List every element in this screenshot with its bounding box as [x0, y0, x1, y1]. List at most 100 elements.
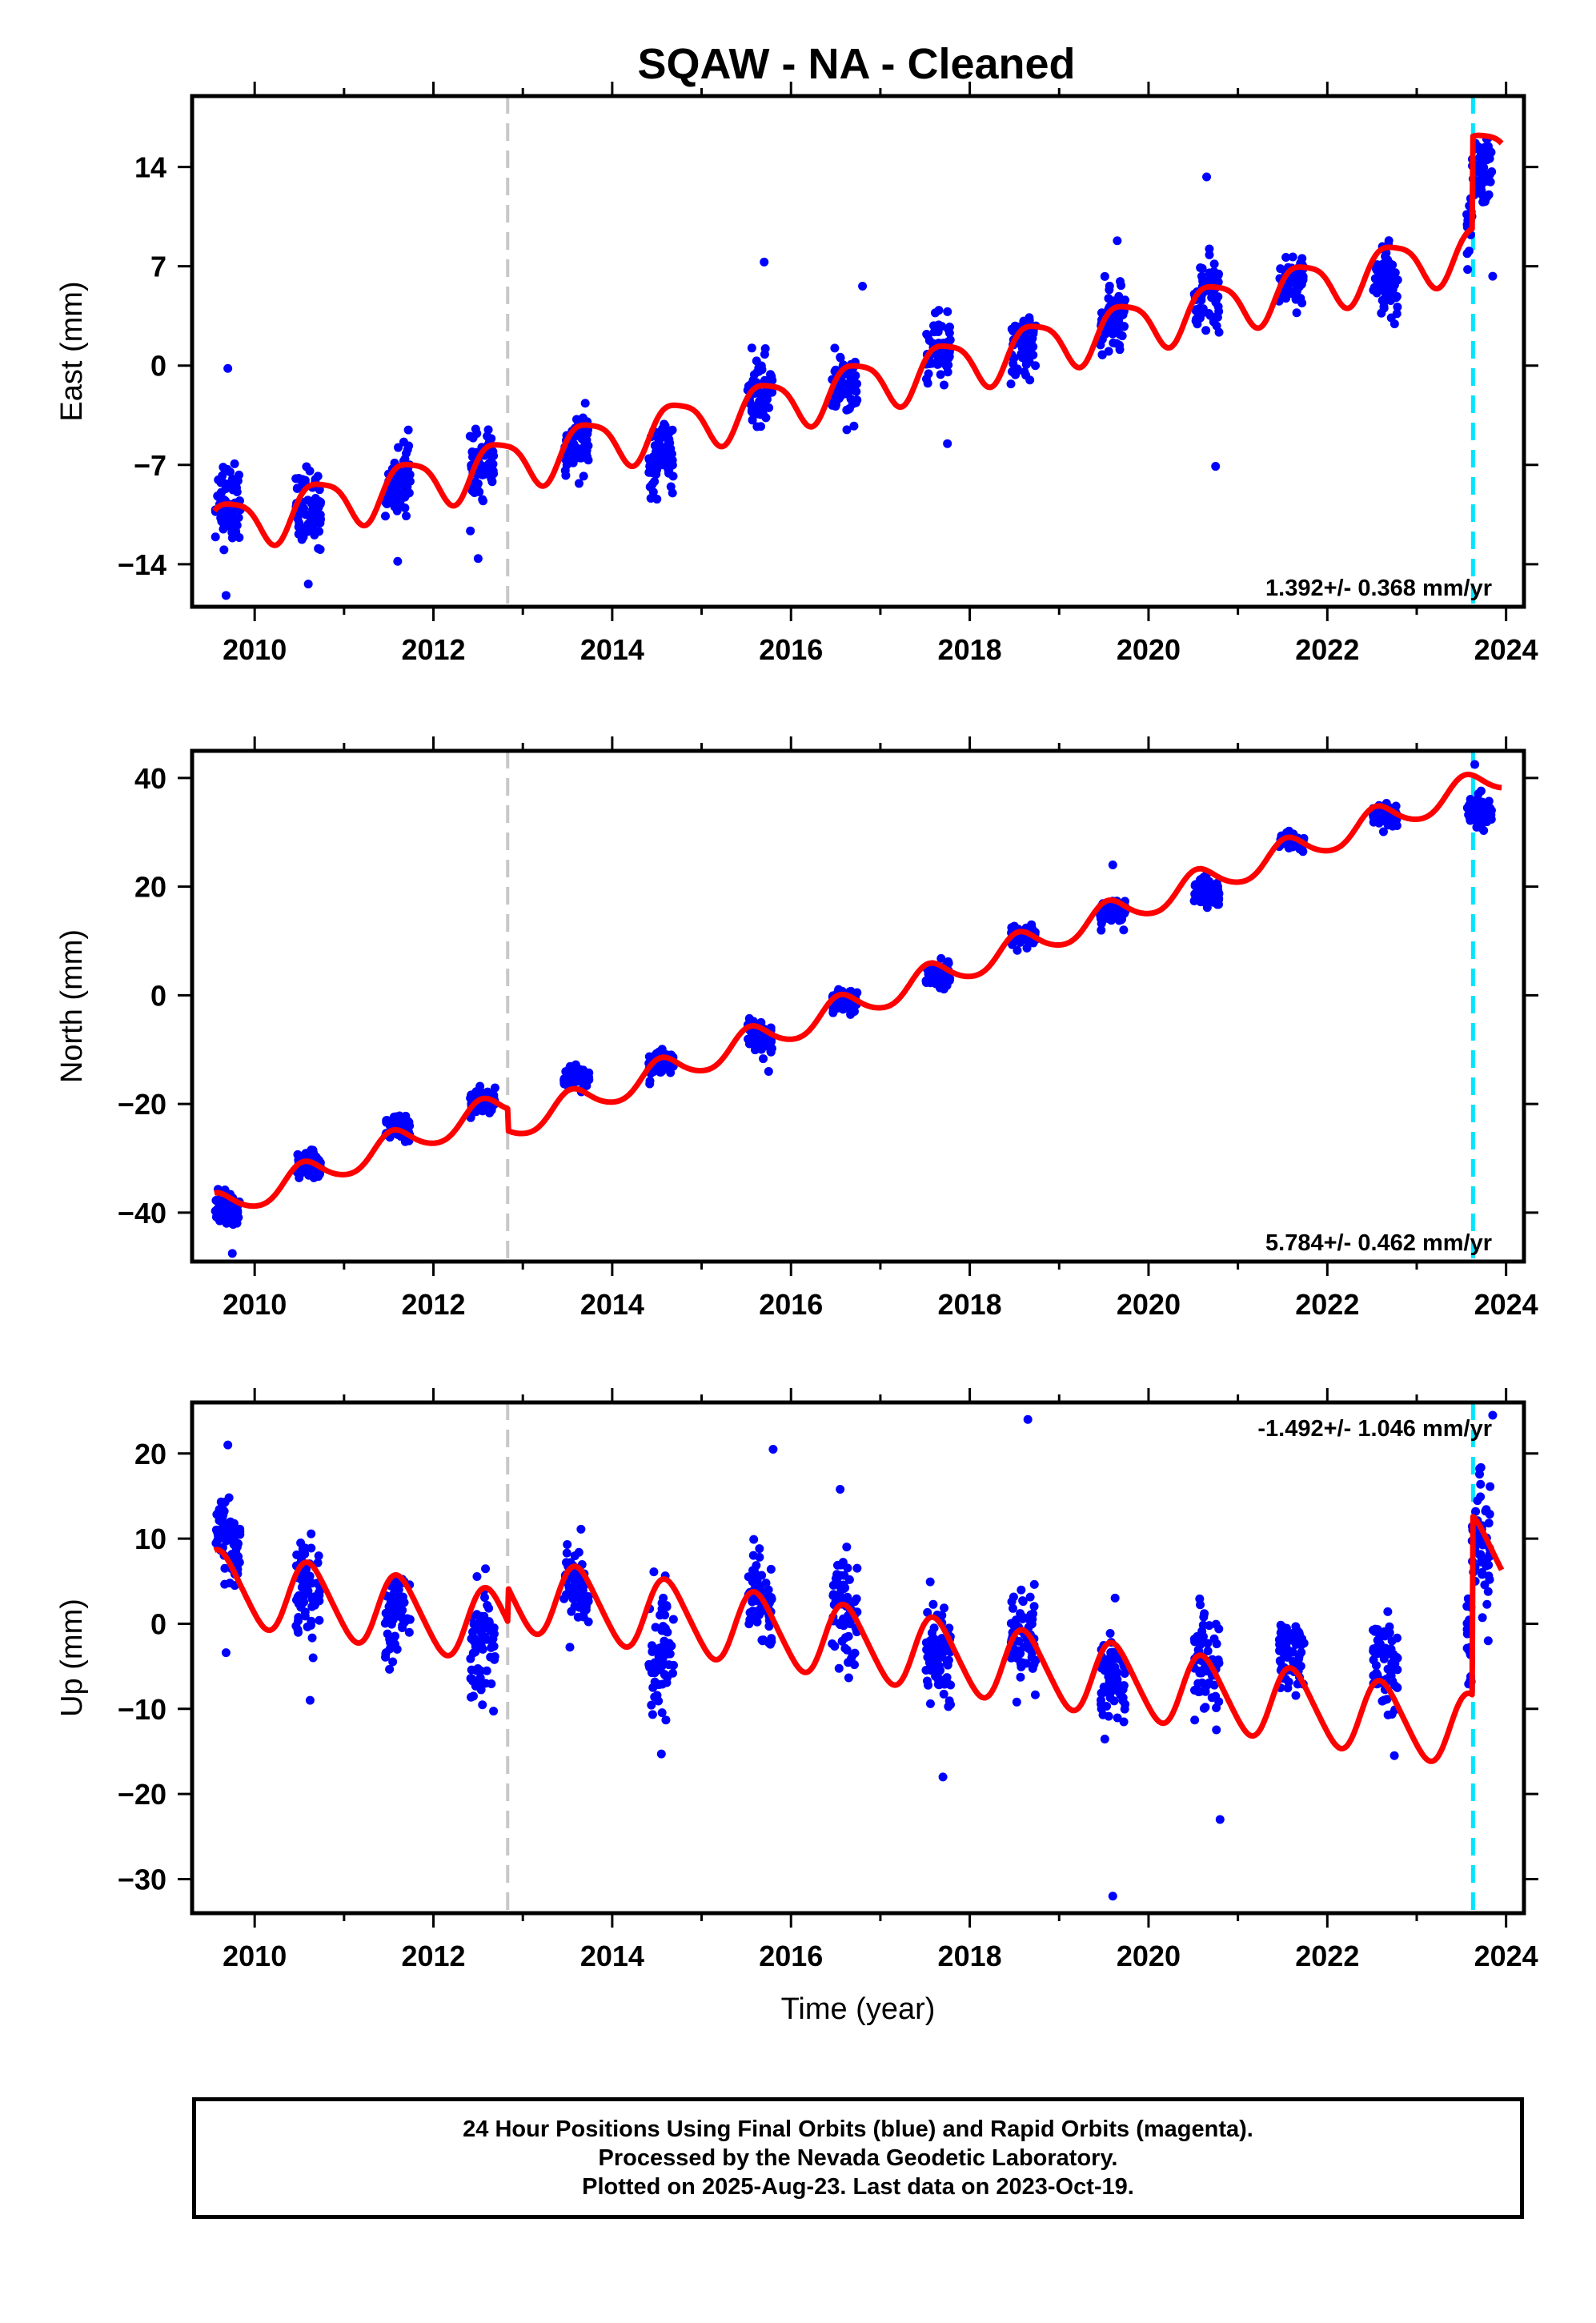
data-point	[1276, 1628, 1285, 1638]
data-point	[1276, 1620, 1285, 1630]
data-point-outlier	[656, 1749, 666, 1759]
data-point-outlier	[1113, 236, 1122, 246]
data-point	[1212, 321, 1221, 331]
data-point	[311, 475, 320, 484]
data-point	[1029, 1659, 1039, 1669]
data-point	[842, 1001, 852, 1010]
data-point	[1100, 1735, 1109, 1744]
velocity-rate-label: 1.392+/- 0.368 mm/yr	[1265, 576, 1492, 601]
data-point	[489, 1707, 499, 1716]
x-tick-label: 2020	[1117, 1288, 1181, 1321]
data-point	[836, 1583, 845, 1593]
data-point	[1193, 1679, 1203, 1688]
data-point	[1025, 375, 1035, 385]
data-point	[932, 1670, 942, 1679]
data-point	[235, 1558, 244, 1567]
data-point	[390, 1607, 399, 1616]
data-point	[307, 1633, 317, 1643]
data-point	[1120, 1704, 1129, 1714]
data-point	[1288, 252, 1297, 262]
data-point	[1466, 794, 1475, 804]
data-point	[230, 459, 239, 468]
data-point	[747, 343, 756, 353]
data-point	[1484, 1571, 1494, 1581]
data-point	[1190, 1715, 1200, 1725]
data-point	[665, 438, 675, 447]
data-point	[831, 401, 840, 411]
data-point	[924, 335, 934, 345]
data-point	[293, 514, 303, 524]
data-point	[744, 1039, 754, 1049]
data-point	[1021, 359, 1031, 369]
data-points-north	[211, 760, 1496, 1258]
data-point	[939, 1689, 948, 1699]
data-point	[560, 466, 570, 475]
data-point	[314, 1551, 323, 1561]
data-point	[1192, 889, 1201, 898]
data-point	[757, 1635, 767, 1645]
x-tick-label: 2018	[938, 633, 1002, 666]
data-point	[403, 482, 412, 491]
data-point	[662, 1063, 672, 1073]
data-point	[388, 1657, 398, 1667]
data-point	[943, 367, 952, 377]
data-point	[1378, 827, 1388, 837]
data-point	[1283, 1683, 1293, 1693]
data-point	[661, 1715, 671, 1725]
data-point	[1462, 1619, 1472, 1628]
data-point	[1201, 326, 1211, 335]
data-point	[1097, 919, 1106, 929]
data-point	[1212, 1639, 1221, 1649]
data-point	[665, 1649, 675, 1659]
x-tick-label: 2012	[401, 633, 465, 666]
plot-frame	[190, 94, 1526, 609]
data-point	[1484, 1519, 1494, 1528]
data-point	[1108, 329, 1117, 339]
data-point	[1389, 280, 1399, 290]
data-point	[1191, 316, 1201, 326]
y-tick-label: 0	[150, 1607, 166, 1640]
data-point	[1209, 1680, 1219, 1690]
data-point	[1017, 353, 1027, 363]
data-point	[487, 1643, 496, 1652]
data-point	[668, 1668, 678, 1678]
data-point	[563, 1540, 572, 1550]
x-tick-label: 2022	[1295, 633, 1359, 666]
data-point	[1018, 1614, 1028, 1623]
data-point	[828, 1008, 838, 1017]
data-point	[1120, 1668, 1129, 1678]
data-point	[1297, 1647, 1306, 1657]
data-point	[648, 487, 658, 497]
data-point-outlier	[764, 1066, 773, 1076]
data-point	[668, 1660, 678, 1670]
data-point	[660, 1636, 669, 1646]
data-point	[1007, 1597, 1017, 1607]
data-point	[939, 1676, 948, 1686]
data-point	[296, 1538, 306, 1547]
data-point	[1379, 1654, 1389, 1663]
data-point	[220, 1563, 230, 1573]
data-point	[213, 1205, 223, 1214]
data-point	[1205, 268, 1214, 278]
data-point	[392, 1644, 402, 1654]
data-point	[1478, 1558, 1488, 1567]
data-point	[844, 1575, 854, 1584]
caption-line-3: Plotted on 2025-Aug-23. Last data on 202…	[582, 2174, 1134, 2200]
data-point	[658, 1679, 668, 1689]
data-point	[844, 1673, 853, 1683]
data-point	[219, 545, 229, 555]
data-point	[1462, 1602, 1472, 1611]
data-point	[402, 512, 411, 521]
data-point	[1369, 1646, 1378, 1655]
data-point	[1105, 1688, 1115, 1698]
data-point	[1195, 1687, 1205, 1696]
data-point-outlier	[221, 591, 231, 600]
x-tick-label: 2020	[1117, 633, 1181, 666]
y-tick-label: −40	[118, 1197, 166, 1230]
data-point-outlier	[227, 1249, 237, 1258]
data-point	[1016, 1672, 1025, 1682]
data-point	[381, 512, 391, 521]
data-point	[1377, 308, 1386, 318]
x-tick-label: 2018	[938, 1940, 1002, 1972]
data-point	[232, 1214, 242, 1223]
